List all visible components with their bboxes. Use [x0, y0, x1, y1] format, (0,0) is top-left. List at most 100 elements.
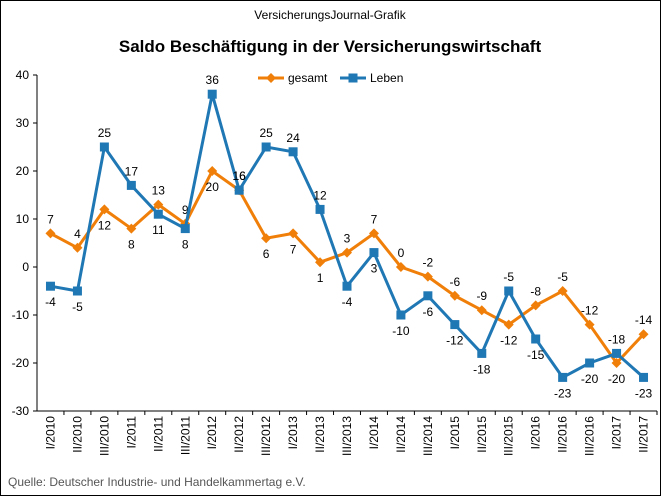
x-tick-label: I/2012: [205, 416, 219, 450]
x-tick-label: III/2013: [340, 416, 354, 456]
point: [261, 233, 272, 244]
point: [288, 228, 299, 239]
y-tick-label: -20: [12, 356, 30, 370]
data-label: -2: [423, 256, 434, 270]
data-label: -23: [554, 386, 572, 400]
point: [396, 310, 406, 320]
point: [342, 281, 352, 291]
x-tick-label: II/2012: [232, 416, 246, 453]
data-label: -18: [608, 332, 626, 346]
point: [72, 242, 83, 253]
point: [126, 180, 136, 190]
point: [530, 300, 541, 311]
point: [395, 262, 406, 272]
y-tick-label: 10: [16, 212, 30, 226]
x-tick-label: II/2015: [475, 416, 489, 453]
data-label: -10: [392, 324, 410, 338]
point: [180, 224, 190, 234]
point: [288, 147, 298, 157]
data-label: -4: [342, 295, 353, 309]
x-tick-label: II/2013: [313, 416, 327, 453]
data-label: 4: [74, 227, 81, 241]
data-label: -6: [423, 305, 434, 319]
data-label: -5: [557, 270, 568, 284]
header: VersicherungsJournal-Grafik: [254, 8, 406, 22]
data-label: -12: [500, 334, 518, 348]
point: [45, 228, 56, 239]
x-tick-label: III/2015: [502, 416, 516, 456]
data-label: -20: [608, 372, 626, 386]
legend-label: Leben: [370, 71, 403, 85]
point: [638, 329, 649, 340]
point: [450, 320, 460, 330]
point: [315, 204, 325, 214]
data-label: 16: [232, 169, 246, 183]
data-label: -5: [72, 300, 83, 314]
data-label: -14: [635, 313, 653, 327]
x-tick-label: II/2014: [394, 416, 408, 453]
point: [234, 185, 244, 195]
data-label: 6: [263, 247, 270, 261]
data-label: -8: [530, 284, 541, 298]
x-tick-label: I/2016: [529, 416, 543, 450]
data-label: 13: [152, 184, 166, 198]
point: [477, 348, 487, 358]
y-tick-label: 20: [16, 164, 30, 178]
data-label: -4: [45, 295, 56, 309]
point: [585, 358, 595, 368]
point: [99, 142, 109, 152]
data-label: 25: [98, 126, 112, 140]
point: [342, 247, 352, 258]
point: [557, 286, 568, 296]
point: [558, 372, 568, 382]
x-tick-label: I/2010: [43, 416, 57, 450]
data-label: 12: [98, 218, 112, 232]
data-label: 12: [313, 188, 327, 202]
x-tick-label: I/2015: [448, 416, 462, 450]
data-label: -12: [581, 304, 599, 318]
data-label: 1: [317, 271, 324, 285]
y-tick-label: 40: [16, 68, 30, 82]
x-tick-label: I/2013: [286, 416, 300, 450]
data-label: 24: [286, 131, 300, 145]
data-label: 8: [182, 238, 189, 252]
point: [261, 142, 271, 152]
data-label: 7: [47, 212, 54, 226]
data-label: -5: [503, 270, 514, 284]
point: [99, 204, 110, 215]
data-label: 0: [398, 246, 405, 260]
legend-marker: [266, 73, 276, 83]
data-label: -23: [635, 386, 653, 400]
y-tick-label: -30: [12, 404, 30, 418]
point: [639, 372, 649, 382]
chart-title: Saldo Beschäftigung in der Versicherungs…: [119, 37, 542, 56]
x-tick-label: II/2016: [556, 416, 570, 453]
point: [476, 305, 487, 316]
x-tick-label: III/2016: [583, 416, 597, 456]
x-tick-label: II/2010: [70, 416, 84, 453]
data-label: 20: [206, 180, 220, 194]
point: [531, 334, 541, 344]
data-label: 7: [371, 212, 378, 226]
data-label: 7: [290, 242, 297, 256]
data-label: -9: [476, 289, 487, 303]
point: [207, 166, 218, 176]
data-label: -18: [473, 362, 491, 376]
data-label: -20: [581, 372, 599, 386]
x-tick-label: II/2011: [151, 416, 165, 452]
data-label: -6: [449, 275, 460, 289]
point: [72, 286, 82, 296]
point: [207, 89, 217, 99]
y-tick-label: 30: [16, 116, 30, 130]
point: [422, 271, 433, 282]
data-label: 25: [259, 126, 273, 140]
point: [423, 291, 433, 301]
data-label: 36: [206, 73, 220, 87]
point: [368, 228, 379, 239]
point: [611, 358, 622, 368]
x-tick-label: II/2017: [637, 416, 651, 453]
point: [584, 319, 595, 330]
point: [449, 290, 460, 301]
